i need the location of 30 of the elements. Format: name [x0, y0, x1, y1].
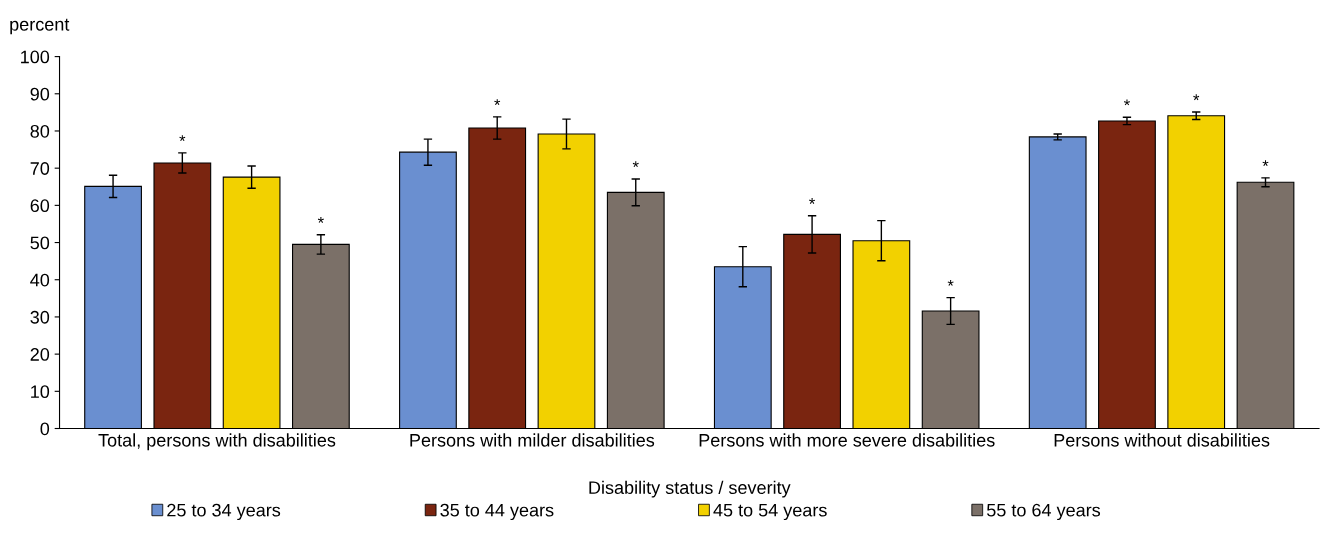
- y-tick-label: 90: [30, 87, 50, 101]
- data-label: *: [809, 198, 816, 204]
- data-label: *: [1193, 94, 1200, 101]
- legend-label: 45 to 54 years: [713, 503, 827, 521]
- y-axis-title: percent: [10, 18, 70, 35]
- data-label: *: [632, 161, 639, 168]
- y-tick-label: 80: [30, 124, 50, 138]
- y-tick-label: 40: [30, 273, 50, 287]
- x-tick-label: Persons with milder disabilities: [410, 433, 655, 447]
- y-tick-label: 70: [30, 162, 50, 175]
- y-tick-label: 100: [21, 50, 50, 64]
- data-label: *: [317, 217, 324, 223]
- data-label: *: [1123, 99, 1130, 106]
- y-tick-label: 60: [30, 199, 50, 213]
- legend-label: 55 to 64 years: [987, 503, 1101, 521]
- y-tick-label: 10: [31, 385, 50, 399]
- x-tick-label: Persons with more severe disabilities: [699, 433, 995, 447]
- data-label: *: [947, 279, 954, 286]
- y-tick-label: 20: [30, 348, 50, 361]
- y-tick-label: 0: [40, 422, 50, 436]
- x-tick-label: Total, persons with disabilities: [98, 433, 336, 451]
- y-tick-label: 50: [30, 236, 50, 250]
- data-label: *: [494, 99, 501, 105]
- y-tick-label: 30: [30, 310, 50, 324]
- data-label: *: [179, 135, 186, 142]
- legend-label: 35 to 44 years: [440, 503, 554, 521]
- data-label: *: [1262, 160, 1269, 166]
- x-tick-label: Persons without disabilities: [1054, 433, 1270, 447]
- legend-label: 25 to 34 years: [167, 503, 281, 521]
- x-axis-title: Disability status / severity: [589, 480, 791, 498]
